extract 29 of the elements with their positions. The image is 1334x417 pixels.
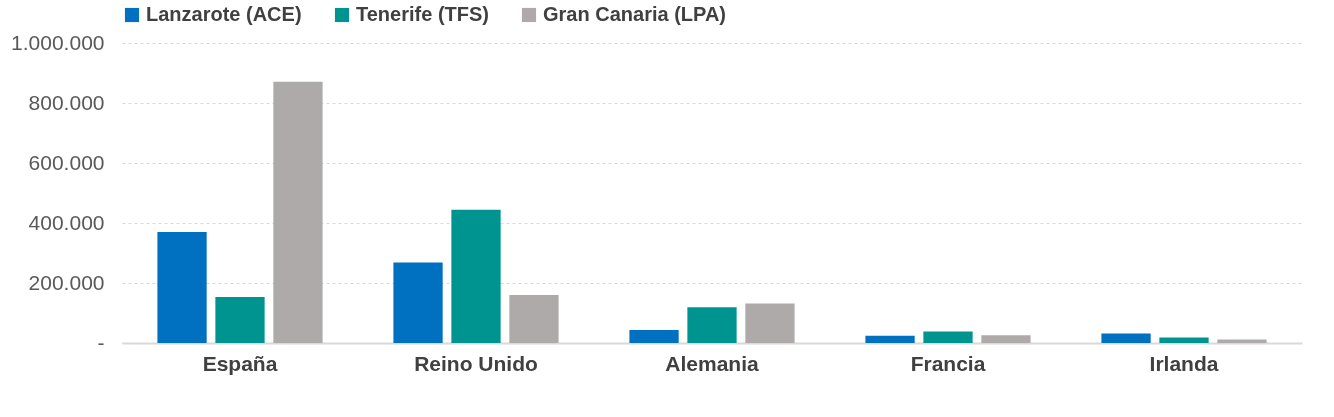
x-tick-label: Irlanda: [1149, 351, 1219, 375]
bar: [687, 307, 737, 343]
y-tick-label: 600.000: [28, 150, 105, 174]
x-tick-label: Alemania: [665, 351, 760, 375]
legend-label: Tenerife (TFS): [356, 3, 489, 25]
x-tick-label: Reino Unido: [414, 351, 538, 375]
bar: [393, 262, 443, 343]
bar: [981, 335, 1031, 343]
x-tick-label: España: [202, 351, 278, 375]
bar: [451, 209, 501, 343]
bar: [157, 232, 207, 343]
bar: [509, 295, 559, 343]
bar: [865, 335, 915, 343]
bar: [273, 81, 323, 343]
x-tick-label: Francia: [910, 351, 986, 375]
y-tick-label: 200.000: [28, 270, 105, 294]
y-tick-label: 800.000: [28, 90, 105, 114]
legend-label: Gran Canaria (LPA): [543, 3, 726, 25]
bar: [215, 297, 265, 343]
y-tick-label: -: [97, 330, 105, 354]
bar: [629, 330, 679, 343]
y-tick-label: 400.000: [28, 210, 105, 234]
bar: [1217, 339, 1267, 343]
y-tick-label: 1.000.000: [11, 30, 105, 54]
bar: [923, 331, 973, 343]
bar: [745, 303, 795, 343]
bar: [1159, 337, 1209, 343]
legend-label: Lanzarote (ACE): [146, 3, 302, 25]
bar: [1101, 333, 1151, 343]
